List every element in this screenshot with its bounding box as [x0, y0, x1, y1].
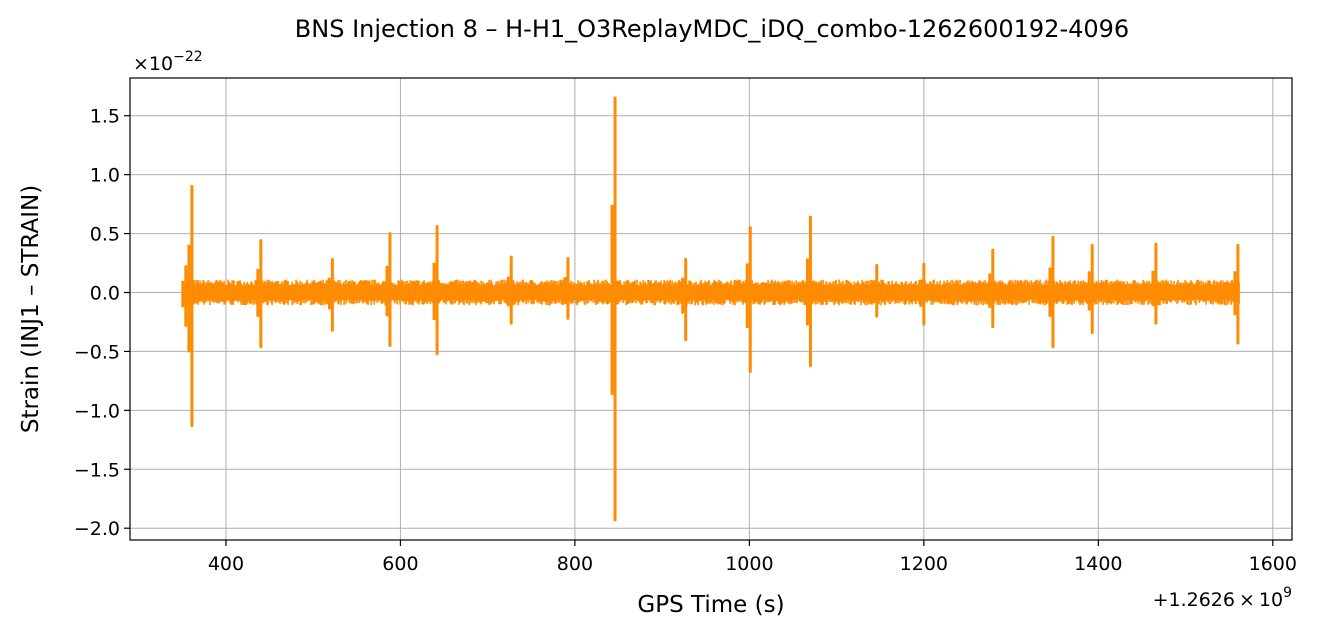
- x-tick-label: 1200: [900, 553, 948, 575]
- y-tick-label: 0.0: [90, 283, 120, 305]
- x-tick-label: 600: [382, 553, 418, 575]
- y-tick-label: −0.5: [74, 341, 120, 363]
- strain-noise-band: [183, 279, 1240, 306]
- y-tick-label: −2.0: [74, 518, 120, 540]
- y-multiplier: ×10−22: [133, 49, 203, 75]
- grid-lines: [130, 78, 1292, 540]
- y-tick-label: 0.5: [90, 224, 120, 246]
- x-tick-label: 800: [557, 553, 593, 575]
- x-offset-text: +1.2626 × 109: [1153, 585, 1292, 611]
- x-offset-base: 10: [1259, 589, 1283, 611]
- x-offset-times: ×: [1239, 589, 1255, 611]
- x-tick-label: 1400: [1074, 553, 1122, 575]
- plot-frame: [129, 77, 1293, 541]
- y-tick-label: 1.0: [90, 165, 120, 187]
- y-multiplier-exponent: −22: [173, 49, 203, 65]
- x-offset-exponent: 9: [1283, 585, 1292, 601]
- x-tick-label: 400: [208, 553, 244, 575]
- chart-title: BNS Injection 8 – H-H1_O3ReplayMDC_iDQ_c…: [295, 15, 1129, 43]
- y-axis: 1.5 1.0 0.5 0.0 −0.5 −1.0 −1.5 −2.0: [74, 106, 130, 540]
- x-tick-label: 1600: [1249, 553, 1297, 575]
- y-tick-label: 1.5: [90, 106, 120, 128]
- y-tick-label: −1.5: [74, 459, 120, 481]
- series-layer: [181, 96, 1240, 522]
- x-tick-label: 1000: [725, 553, 773, 575]
- x-offset-prefix: +1.2626: [1153, 589, 1235, 611]
- x-axis-label: GPS Time (s): [637, 592, 784, 618]
- y-axis-label: Strain (INJ1 – STRAIN): [18, 185, 44, 433]
- x-axis: 400 600 800 1000 1200 1400 1600: [208, 540, 1297, 575]
- y-multiplier-prefix: ×10: [133, 53, 173, 75]
- y-tick-label: −1.0: [74, 400, 120, 422]
